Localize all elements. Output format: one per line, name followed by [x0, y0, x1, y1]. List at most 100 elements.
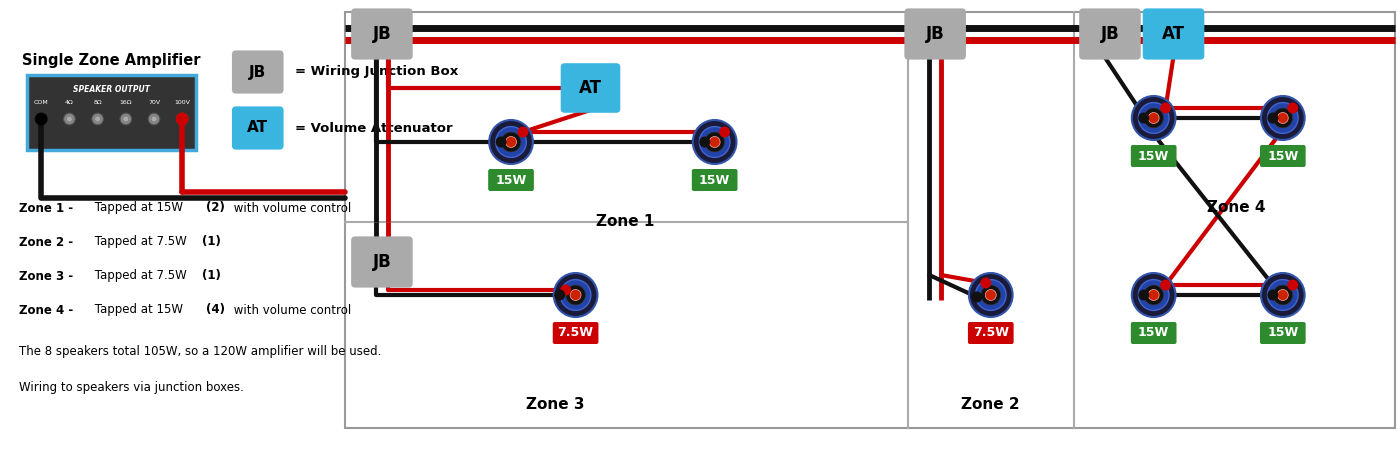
Circle shape	[1138, 112, 1149, 123]
Circle shape	[1261, 96, 1305, 140]
Circle shape	[969, 273, 1012, 317]
FancyBboxPatch shape	[1131, 145, 1176, 167]
Circle shape	[560, 284, 571, 296]
Text: 100V: 100V	[175, 100, 190, 105]
Circle shape	[151, 116, 157, 122]
Circle shape	[570, 289, 581, 301]
Circle shape	[1267, 279, 1298, 310]
Circle shape	[1138, 289, 1149, 301]
Text: 15W: 15W	[1138, 149, 1169, 162]
Circle shape	[1287, 103, 1298, 113]
Circle shape	[980, 278, 991, 288]
Text: = Volume Attenuator: = Volume Attenuator	[295, 122, 454, 135]
Circle shape	[1273, 108, 1292, 128]
Circle shape	[496, 126, 526, 158]
FancyBboxPatch shape	[904, 9, 966, 59]
Circle shape	[1273, 285, 1292, 305]
Circle shape	[92, 113, 104, 125]
Text: Tapped at 15W: Tapped at 15W	[91, 303, 186, 316]
Circle shape	[518, 126, 528, 138]
Text: AT: AT	[1162, 25, 1184, 43]
Circle shape	[981, 285, 1001, 305]
Text: SPEAKER OUTPUT: SPEAKER OUTPUT	[73, 85, 150, 94]
Circle shape	[120, 113, 132, 125]
Text: JB: JB	[249, 64, 266, 80]
FancyBboxPatch shape	[1079, 9, 1141, 59]
Text: (2): (2)	[206, 202, 225, 215]
Text: 16Ω: 16Ω	[119, 100, 132, 105]
Circle shape	[148, 113, 160, 125]
Circle shape	[1138, 279, 1169, 310]
FancyBboxPatch shape	[967, 322, 1014, 344]
Circle shape	[566, 285, 585, 305]
FancyBboxPatch shape	[1260, 322, 1306, 344]
Circle shape	[176, 113, 188, 125]
Circle shape	[123, 116, 129, 122]
Circle shape	[38, 116, 45, 122]
Circle shape	[560, 279, 591, 310]
Circle shape	[720, 126, 729, 138]
Circle shape	[1148, 112, 1159, 123]
Circle shape	[693, 120, 736, 164]
FancyBboxPatch shape	[489, 169, 533, 191]
Text: 7.5W: 7.5W	[557, 327, 594, 339]
Circle shape	[35, 112, 48, 126]
Text: (1): (1)	[202, 270, 221, 283]
Text: The 8 speakers total 105W, so a 120W amplifier will be used.: The 8 speakers total 105W, so a 120W amp…	[20, 346, 382, 359]
Text: AT: AT	[580, 79, 602, 97]
Text: 70V: 70V	[148, 100, 160, 105]
FancyBboxPatch shape	[692, 169, 738, 191]
Text: with volume control: with volume control	[230, 202, 351, 215]
Text: AT: AT	[248, 121, 269, 135]
FancyBboxPatch shape	[232, 50, 284, 94]
Circle shape	[710, 136, 720, 148]
Text: = Wiring Junction Box: = Wiring Junction Box	[295, 66, 459, 78]
Text: (4): (4)	[206, 303, 225, 316]
Text: 15W: 15W	[1267, 327, 1298, 339]
Text: Zone 2 -: Zone 2 -	[20, 235, 73, 248]
Circle shape	[1277, 112, 1288, 123]
Text: COM: COM	[34, 100, 49, 105]
Circle shape	[972, 292, 983, 302]
Text: Zone 3 -: Zone 3 -	[20, 270, 73, 283]
Text: Tapped at 7.5W: Tapped at 7.5W	[91, 270, 190, 283]
Circle shape	[1148, 289, 1159, 301]
FancyBboxPatch shape	[351, 9, 413, 59]
Text: 15W: 15W	[1138, 327, 1169, 339]
FancyBboxPatch shape	[28, 75, 196, 150]
Circle shape	[1287, 279, 1298, 291]
Text: JB: JB	[372, 25, 391, 43]
FancyBboxPatch shape	[1131, 322, 1176, 344]
Circle shape	[1267, 103, 1298, 133]
Circle shape	[986, 289, 997, 301]
Text: 7.5W: 7.5W	[973, 327, 1009, 339]
Circle shape	[1277, 289, 1288, 301]
Text: 15W: 15W	[496, 174, 526, 186]
Circle shape	[505, 136, 517, 148]
FancyBboxPatch shape	[1260, 145, 1306, 167]
Circle shape	[1144, 285, 1163, 305]
Circle shape	[95, 116, 101, 122]
FancyBboxPatch shape	[553, 322, 598, 344]
Text: Zone 1: Zone 1	[596, 214, 654, 229]
Text: Tapped at 15W: Tapped at 15W	[91, 202, 186, 215]
Text: JB: JB	[1100, 25, 1120, 43]
Circle shape	[554, 289, 566, 301]
Circle shape	[35, 113, 48, 125]
Circle shape	[501, 132, 521, 152]
Text: Zone 3: Zone 3	[526, 397, 585, 412]
Text: 15W: 15W	[1267, 149, 1298, 162]
Circle shape	[489, 120, 533, 164]
Circle shape	[496, 136, 507, 148]
Circle shape	[1267, 289, 1278, 301]
Circle shape	[554, 273, 598, 317]
Text: Tapped at 7.5W: Tapped at 7.5W	[91, 235, 190, 248]
Circle shape	[179, 116, 185, 122]
Text: Zone 1 -: Zone 1 -	[20, 202, 73, 215]
FancyBboxPatch shape	[1142, 9, 1204, 59]
Circle shape	[976, 279, 1007, 310]
Circle shape	[1131, 273, 1176, 317]
Text: 15W: 15W	[699, 174, 731, 186]
Text: JB: JB	[925, 25, 945, 43]
Circle shape	[66, 116, 73, 122]
